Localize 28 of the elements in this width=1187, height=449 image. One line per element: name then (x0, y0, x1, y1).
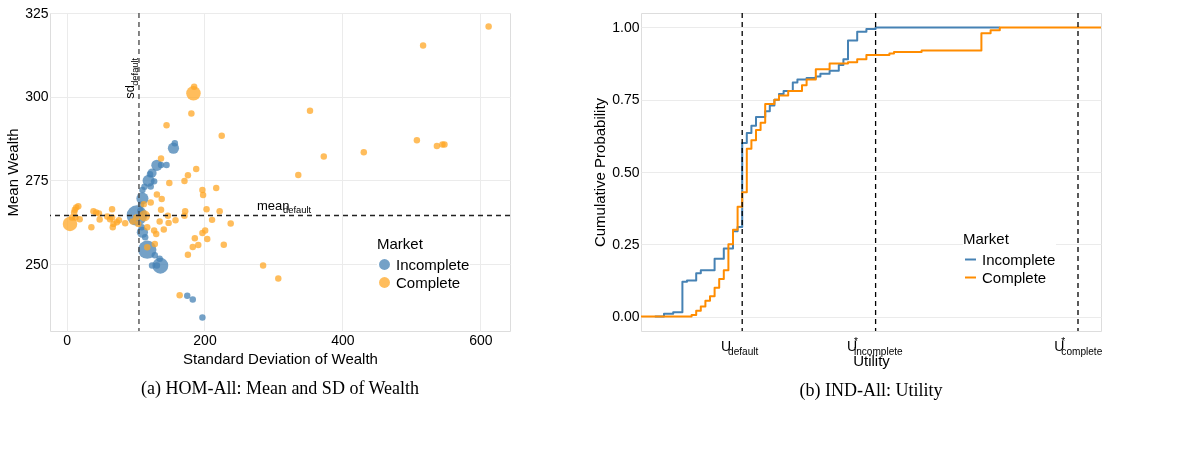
x-tick-label: 0 (63, 331, 72, 348)
y-tick-label: 250 (25, 255, 49, 272)
y-tick-label: 300 (25, 88, 49, 105)
y-tick-label: 0.25 (612, 235, 640, 252)
ref-line-label: sddefault (121, 57, 140, 99)
y-tick-label: 325 (25, 4, 49, 21)
legend-label: Complete (396, 273, 461, 291)
y-tick-label: 275 (25, 171, 49, 188)
y-tick-label: 0.75 (612, 91, 640, 108)
x-tick-label: U*complete (1054, 335, 1103, 358)
legend-label: Incomplete (982, 250, 1056, 268)
y-axis-title: Cumulative Probability (591, 97, 609, 248)
legend-title: Market (377, 235, 424, 252)
legend-label: Complete (982, 268, 1047, 286)
legend-label: Incomplete (396, 255, 470, 273)
text: (a) HOM-All: Mean and SD of Wealth (140, 378, 420, 399)
x-axis-title: Standard Deviation of Wealth (183, 349, 378, 367)
x-tick-label: 600 (469, 331, 493, 348)
y-axis-title: Mean Wealth (4, 128, 22, 217)
ref-line-label: meandefault (257, 197, 312, 216)
text: (b) IND-All: Utility (799, 380, 943, 401)
y-tick-label: 0.50 (612, 163, 640, 180)
y-tick-label: 1.00 (612, 18, 640, 35)
legend-title: Market (963, 230, 1010, 247)
y-tick-label: 0.00 (612, 308, 640, 325)
x-tick-label: 200 (193, 331, 217, 348)
x-tick-label: 400 (331, 331, 355, 348)
x-tick-label: U*incomplete (846, 335, 904, 358)
